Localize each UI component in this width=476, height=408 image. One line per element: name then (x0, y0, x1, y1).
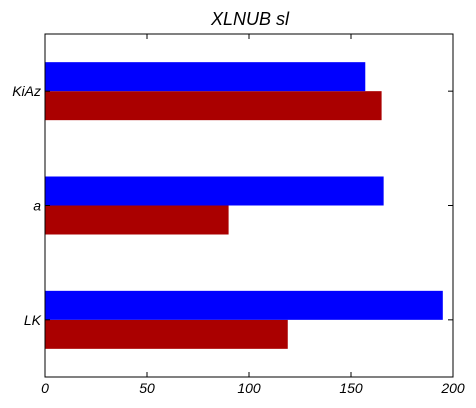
x-tick-label: 200 (440, 380, 465, 396)
axes: LK a KiAz 0 50 100 150 200 (12, 33, 465, 396)
bar-a-s1 (45, 176, 384, 206)
y-tick-label: KiAz (12, 83, 41, 99)
x-tick-label: 100 (237, 380, 261, 396)
bar-LK-s0 (45, 319, 288, 349)
x-tick-label: 150 (339, 380, 363, 396)
bar-a-s0 (45, 205, 229, 235)
x-tick-label: 0 (41, 380, 49, 396)
chart-title: XLNUB sl (210, 9, 290, 29)
chart-marks (45, 62, 443, 349)
bar-KiAz-s0 (45, 91, 382, 121)
plot-frame (44, 33, 454, 378)
y-tick-label: a (33, 198, 41, 214)
bar-LK-s1 (45, 290, 443, 320)
x-tick-label: 50 (139, 380, 155, 396)
y-tick-label: LK (24, 312, 42, 328)
bar-KiAz-s1 (45, 62, 366, 92)
